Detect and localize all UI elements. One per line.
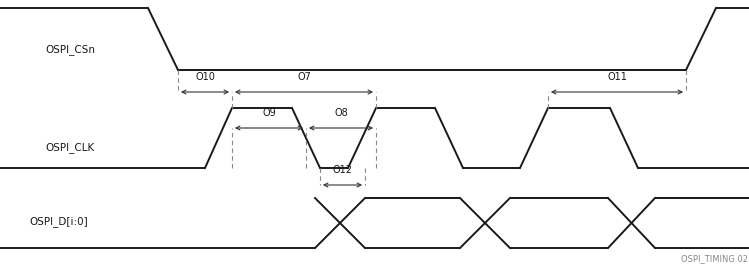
- Text: OSPI_CLK: OSPI_CLK: [46, 143, 95, 154]
- Text: OSPI_D[i:0]: OSPI_D[i:0]: [29, 217, 88, 227]
- Text: OSPI_CSn: OSPI_CSn: [45, 45, 95, 56]
- Text: O8: O8: [334, 108, 348, 118]
- Text: OSPI_TIMING 02: OSPI_TIMING 02: [681, 254, 748, 263]
- Text: O7: O7: [297, 72, 311, 82]
- Text: O11: O11: [607, 72, 627, 82]
- Text: O9: O9: [262, 108, 276, 118]
- Text: O12: O12: [333, 165, 353, 175]
- Text: O10: O10: [195, 72, 215, 82]
